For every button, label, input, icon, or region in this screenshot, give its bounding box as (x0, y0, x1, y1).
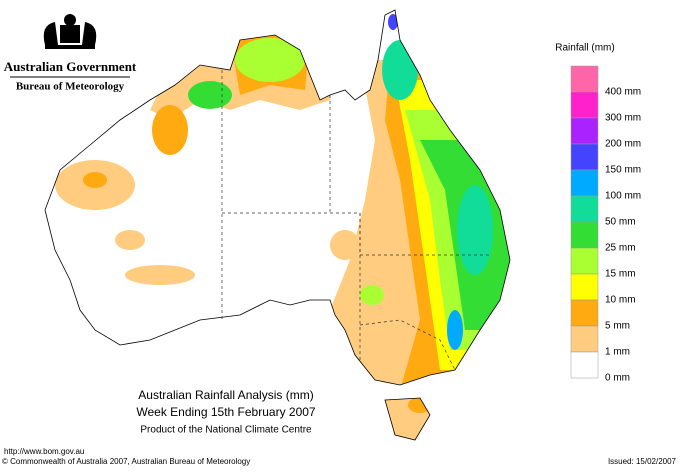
legend-label: 0 mm (605, 373, 630, 384)
map-title: Australian Rainfall Analysis (mm) (138, 388, 313, 402)
legend-swatch (570, 143, 599, 171)
legend-swatch (570, 221, 599, 249)
bureau: Bureau of Meteorology (16, 81, 125, 93)
legend-swatch (570, 91, 599, 119)
legend-title: Rainfall (mm) (555, 43, 614, 54)
legend-label: 5 mm (605, 321, 630, 332)
legend-label: 300 mm (605, 113, 641, 124)
legend-swatch (570, 65, 599, 93)
map-subtitle: Week Ending 15th February 2007 (136, 405, 316, 419)
legend-swatch (570, 117, 599, 145)
url: http://www.bom.gov.au (4, 447, 84, 456)
copyright: © Commonwealth of Australia 2007, Austra… (2, 457, 250, 466)
legend-swatch (570, 299, 599, 327)
legend-swatch (570, 247, 599, 275)
legend-swatch (570, 195, 599, 223)
legend-swatch (570, 351, 599, 379)
legend-label: 400 mm (605, 87, 641, 98)
legend-label: 100 mm (605, 191, 641, 202)
state-borders (221, 70, 490, 371)
issued: Issued: 15/02/2007 (608, 457, 677, 466)
crest (43, 14, 97, 49)
legend-swatch (570, 169, 599, 197)
legend-label: 50 mm (605, 217, 636, 228)
legend-swatch (570, 325, 599, 353)
legend-label: 200 mm (605, 139, 641, 150)
product: Product of the National Climate Centre (140, 425, 312, 436)
tasmania (384, 397, 431, 441)
legend-label: 15 mm (605, 269, 636, 280)
legend-label: 1 mm (605, 347, 630, 358)
government: Australian Government (4, 59, 137, 74)
legend-swatch (570, 273, 599, 301)
legend-label: 150 mm (605, 165, 641, 176)
legend: 400 mm 300 mm 200 mm 150 mm 100 mm 50 mm 25 mm… (570, 65, 641, 384)
legend-label: 25 mm (605, 243, 636, 254)
legend-label: 10 mm (605, 295, 636, 306)
